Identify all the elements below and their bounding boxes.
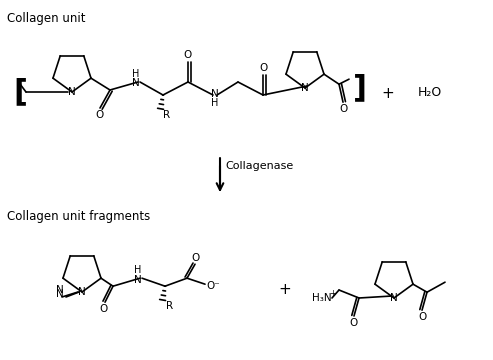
Text: O: O bbox=[350, 318, 358, 328]
Text: O: O bbox=[259, 63, 267, 73]
Text: O: O bbox=[99, 304, 107, 314]
Text: O: O bbox=[96, 110, 104, 120]
Text: O: O bbox=[339, 104, 347, 114]
Text: [: [ bbox=[13, 77, 27, 107]
Text: N: N bbox=[211, 89, 219, 99]
Text: R: R bbox=[167, 301, 174, 311]
Text: H: H bbox=[134, 265, 141, 275]
Text: ]: ] bbox=[353, 73, 367, 103]
Text: Collagen unit: Collagen unit bbox=[7, 12, 85, 25]
Text: O⁻: O⁻ bbox=[206, 281, 220, 291]
Text: Collagen unit fragments: Collagen unit fragments bbox=[7, 210, 150, 223]
Text: H: H bbox=[211, 98, 219, 108]
Text: Collagenase: Collagenase bbox=[225, 161, 293, 171]
Text: N: N bbox=[390, 293, 398, 303]
Text: O: O bbox=[191, 253, 199, 263]
Text: O: O bbox=[418, 312, 426, 322]
Text: N: N bbox=[134, 275, 142, 285]
Text: N: N bbox=[56, 289, 64, 299]
Text: +: + bbox=[382, 85, 394, 100]
Text: R: R bbox=[164, 110, 171, 120]
Text: N: N bbox=[56, 285, 64, 295]
Text: N: N bbox=[132, 78, 140, 88]
Text: +: + bbox=[279, 283, 291, 297]
Text: H₃N: H₃N bbox=[312, 293, 332, 303]
Text: O: O bbox=[184, 50, 192, 60]
Text: H₂O: H₂O bbox=[418, 86, 442, 99]
Text: N: N bbox=[301, 83, 309, 93]
Text: +: + bbox=[329, 288, 336, 297]
Text: N: N bbox=[78, 287, 86, 297]
Text: H: H bbox=[132, 69, 140, 79]
Text: N: N bbox=[68, 87, 76, 97]
